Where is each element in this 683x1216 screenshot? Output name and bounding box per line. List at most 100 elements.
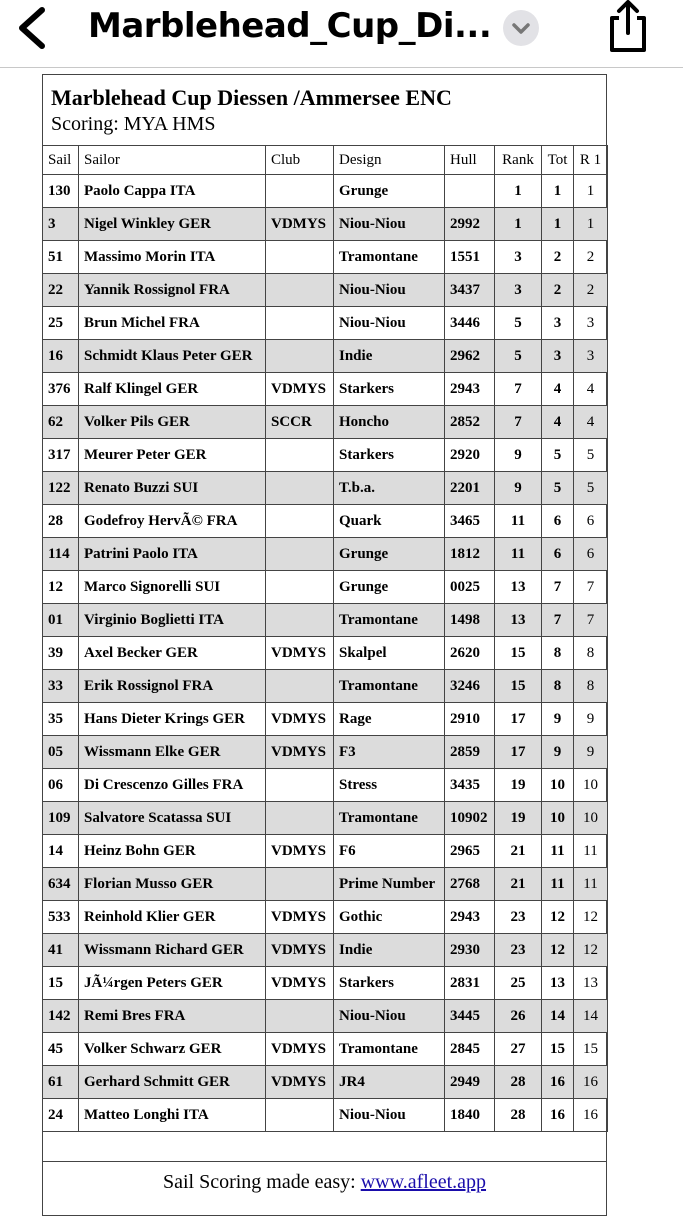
column-header: Sailor <box>78 145 266 175</box>
table-cell: VDMYS <box>265 207 334 241</box>
table-cell: 9 <box>541 702 574 736</box>
table-cell: 12 <box>541 933 574 967</box>
table-cell: Florian Musso GER <box>78 867 266 901</box>
table-cell: 12 <box>541 900 574 934</box>
back-button[interactable] <box>8 0 68 60</box>
table-cell: 7 <box>541 603 574 637</box>
table-cell: 3 <box>573 306 608 340</box>
table-cell <box>265 801 334 835</box>
table-cell: 11 <box>494 537 542 571</box>
result-row: 62 Volker Pils GER SCCR Honcho 2852 7 4 4 <box>42 405 608 439</box>
table-cell: 109 <box>42 801 79 835</box>
table-cell: 533 <box>42 900 79 934</box>
table-cell: Quark <box>333 504 445 538</box>
table-cell: 28 <box>494 1098 542 1132</box>
table-cell: F6 <box>333 834 445 868</box>
table-cell: 8 <box>541 669 574 703</box>
result-row: 35 Hans Dieter Krings GER VDMYS Rage 2910 17 9… <box>42 702 608 736</box>
table-cell: 13 <box>573 966 608 1000</box>
table-cell <box>265 471 334 505</box>
table-cell: 10 <box>541 801 574 835</box>
result-row: 3 Nigel Winkley GER VDMYS Niou-Niou 2992 1 1 1 <box>42 207 608 241</box>
table-cell <box>265 768 334 802</box>
table-cell: 3 <box>494 240 542 274</box>
table-cell: 22 <box>42 273 79 307</box>
table-cell: VDMYS <box>265 900 334 934</box>
result-row: 05 Wissmann Elke GER VDMYS F3 2859 17 9 9 <box>42 735 608 769</box>
table-cell: Marco Signorelli SUI <box>78 570 266 604</box>
table-cell <box>265 537 334 571</box>
table-cell: Meurer Peter GER <box>78 438 266 472</box>
table-cell: Niou-Niou <box>333 306 445 340</box>
column-header: R 1 <box>573 145 608 175</box>
table-cell: 1 <box>494 174 542 208</box>
result-row: 01 Virginio Boglietti ITA Tramontane 1498 13… <box>42 603 608 637</box>
table-cell: 5 <box>541 438 574 472</box>
table-cell: Patrini Paolo ITA <box>78 537 266 571</box>
table-cell: 1 <box>573 174 608 208</box>
table-cell: 8 <box>573 636 608 670</box>
column-header: Club <box>265 145 334 175</box>
table-cell <box>265 438 334 472</box>
table-cell: Salvatore Scatassa SUI <box>78 801 266 835</box>
browser-bar: Marblehead_Cup_Di... <box>0 0 683 68</box>
table-cell: 14 <box>541 999 574 1033</box>
table-cell: Niou-Niou <box>333 273 445 307</box>
table-cell: 01 <box>42 603 79 637</box>
table-cell: 3465 <box>444 504 495 538</box>
table-cell: Indie <box>333 933 445 967</box>
table-cell: 6 <box>573 504 608 538</box>
table-cell: Tramontane <box>333 240 445 274</box>
table-cell: VDMYS <box>265 1032 334 1066</box>
table-cell: 25 <box>494 966 542 1000</box>
share-button[interactable] <box>603 0 653 56</box>
table-cell <box>265 1098 334 1132</box>
table-cell: 2768 <box>444 867 495 901</box>
table-cell: JR4 <box>333 1065 445 1099</box>
table-cell: 21 <box>494 834 542 868</box>
table-cell: 10 <box>541 768 574 802</box>
table-cell: 5 <box>573 471 608 505</box>
table-cell: 3446 <box>444 306 495 340</box>
table-cell: 2920 <box>444 438 495 472</box>
result-row: 06 Di Crescenzo Gilles FRA Stress 3435 19 10 1… <box>42 768 608 802</box>
table-cell: 2 <box>573 240 608 274</box>
table-cell: Wissmann Richard GER <box>78 933 266 967</box>
table-cell: 39 <box>42 636 79 670</box>
table-cell: Reinhold Klier GER <box>78 900 266 934</box>
scoring-system: Scoring: MYA HMS <box>51 113 216 135</box>
result-row: 130 Paolo Cappa ITA Grunge 1 1 1 <box>42 174 608 208</box>
table-cell: 6 <box>573 537 608 571</box>
table-cell: 2943 <box>444 900 495 934</box>
table-cell: 3437 <box>444 273 495 307</box>
footer-link[interactable]: www.afleet.app <box>360 1171 487 1193</box>
table-cell: Honcho <box>333 405 445 439</box>
table-cell: 17 <box>494 702 542 736</box>
menu-chevron[interactable] <box>501 8 541 48</box>
table-cell: Virginio Boglietti ITA <box>78 603 266 637</box>
table-cell: SCCR <box>265 405 334 439</box>
footer: Sail Scoring made easy: www.afleet.app <box>43 1161 606 1202</box>
table-cell: Starkers <box>333 966 445 1000</box>
table-cell: 3 <box>541 339 574 373</box>
table-cell: F3 <box>333 735 445 769</box>
table-cell: VDMYS <box>265 966 334 1000</box>
result-row: 51 Massimo Morin ITA Tramontane 1551 3 2 2 <box>42 240 608 274</box>
table-cell: Stress <box>333 768 445 802</box>
table-cell <box>265 570 334 604</box>
table-cell: Volker Pils GER <box>78 405 266 439</box>
table-cell: Yannik Rossignol FRA <box>78 273 266 307</box>
table-cell: 3 <box>573 339 608 373</box>
table-cell: 1551 <box>444 240 495 274</box>
table-cell: T.b.a. <box>333 471 445 505</box>
table-cell: Prime Number <box>333 867 445 901</box>
result-row: 15 JÃ¼rgen Peters GER VDMYS Starkers 2831 25 1… <box>42 966 608 1000</box>
column-header: Design <box>333 145 445 175</box>
table-cell: 2965 <box>444 834 495 868</box>
table-cell: 13 <box>494 570 542 604</box>
column-header: Rank <box>494 145 542 175</box>
table-cell: Starkers <box>333 438 445 472</box>
column-header: Tot <box>541 145 574 175</box>
table-cell: Niou-Niou <box>333 207 445 241</box>
